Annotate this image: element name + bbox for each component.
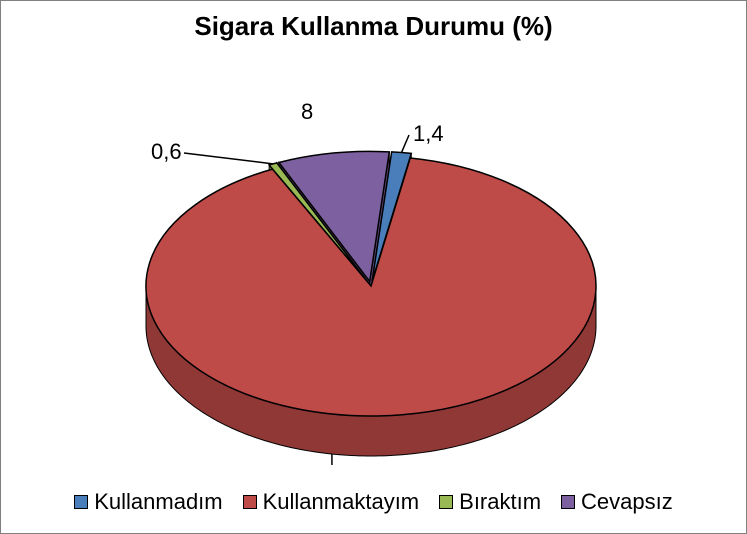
legend-label-biraktim: Bıraktım — [459, 489, 541, 515]
legend-item-cevapsiz: Cevapsız — [561, 489, 673, 515]
data-label-biraktim: 0,6 — [151, 139, 182, 164]
legend-swatch-biraktim — [439, 495, 453, 509]
legend-item-biraktim: Bıraktım — [439, 489, 541, 515]
leader-line-kullanmadim — [401, 135, 409, 153]
pie-svg: 1,4900,68 — [1, 51, 747, 465]
data-label-kullanmadim: 1,4 — [413, 121, 444, 146]
pie-plot-area: 1,4900,68 — [1, 51, 746, 463]
data-label-cevapsiz: 8 — [301, 99, 313, 124]
legend-label-kullanmadim: Kullanmadım — [94, 489, 222, 515]
legend-swatch-kullanmadim — [74, 495, 88, 509]
chart-title: Sigara Kullanma Durumu (%) — [1, 11, 746, 42]
legend-label-kullanmaktayim: Kullanmaktayım — [263, 489, 420, 515]
legend-label-cevapsiz: Cevapsız — [581, 489, 673, 515]
chart-legend: Kullanmadım Kullanmaktayım Bıraktım Cevapsı… — [1, 489, 746, 515]
legend-item-kullanmaktayim: Kullanmaktayım — [243, 489, 420, 515]
leader-line-biraktim — [184, 153, 273, 164]
pie-chart-container: Sigara Kullanma Durumu (%) 1,4900,68 Kul… — [0, 0, 747, 534]
legend-item-kullanmadim: Kullanmadım — [74, 489, 222, 515]
legend-swatch-cevapsiz — [561, 495, 575, 509]
legend-swatch-kullanmaktayim — [243, 495, 257, 509]
